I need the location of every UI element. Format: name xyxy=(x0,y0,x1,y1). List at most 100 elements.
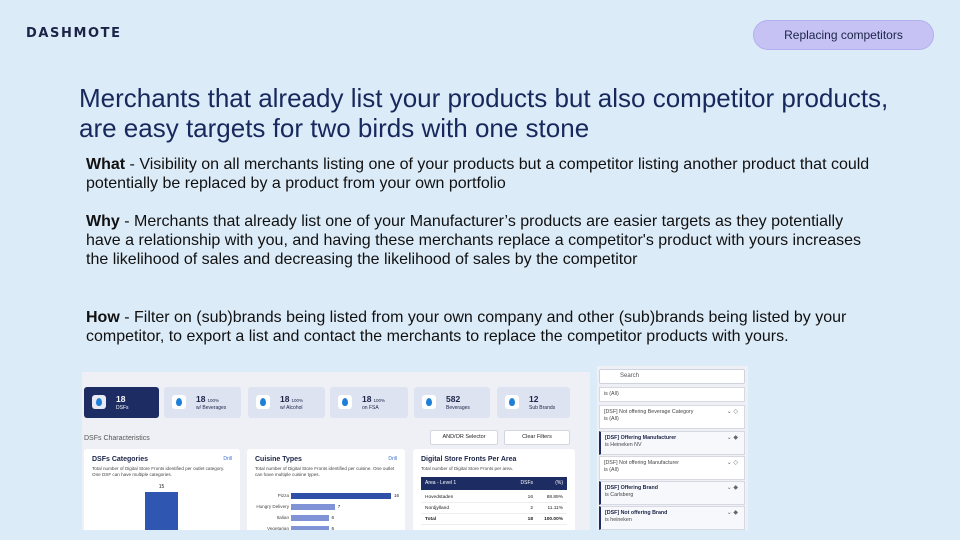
bar-label: 16 xyxy=(394,493,400,498)
kpi-value: 18 xyxy=(116,394,125,404)
kpi-number: 18 xyxy=(116,394,126,404)
bar-label: 6 xyxy=(331,515,335,520)
filter-item[interactable]: [DSF] Not offering Brand is heineken ⌄ ◆ xyxy=(599,506,745,530)
icon-shape xyxy=(96,398,102,406)
card: Cuisine Types Drill Total number of Digi… xyxy=(247,449,405,530)
card-desc: Total number of Digital Store Fronts per… xyxy=(421,466,513,471)
kpi-card: 18 100% w/ Alcohol xyxy=(248,387,325,418)
button: Clear Filters xyxy=(504,430,570,445)
filter-item[interactable]: [DSF] Offering Brand is Carlsberg ⌄ ◆ xyxy=(599,481,745,505)
card: DSFs Categories Drill Total number of Di… xyxy=(84,449,240,530)
icons: ⌄ ◆ xyxy=(726,510,738,516)
cell: 88.89% xyxy=(546,495,563,500)
kpi-label: DSFs xyxy=(116,405,129,411)
filter-item[interactable]: [DSF] Not offering Manufacturer is (All) ⌄… xyxy=(599,456,745,480)
kpi-number: 18 xyxy=(196,394,206,404)
kpi-card: 18 DSFs xyxy=(84,387,159,418)
kpi-icon xyxy=(256,395,270,409)
kpi-icon xyxy=(172,395,186,409)
card-title: DSFs Categories xyxy=(92,456,149,463)
bar-label: 15 xyxy=(158,483,165,490)
kpi-card: 18 100% on FSA xyxy=(330,387,408,418)
kpi-pct: 100% xyxy=(291,398,303,403)
table-row: Nordjylland 2 11.11% xyxy=(421,503,567,514)
kpi-card: 582 Beverages xyxy=(414,387,490,418)
bar-category: Vegetarian xyxy=(267,526,289,530)
text: - Filter on (sub)brands being listed fro… xyxy=(86,309,847,345)
icon-shape xyxy=(342,398,348,406)
bar xyxy=(291,493,391,499)
filter-value: is Carlsberg xyxy=(605,492,634,498)
icon-shape xyxy=(176,398,182,406)
bar xyxy=(291,526,329,530)
icons: ⌄ ◆ xyxy=(726,435,738,441)
paragraph: How - Filter on (sub)brands being listed… xyxy=(86,308,876,346)
section-title: DSFs Characteristics xyxy=(84,435,150,442)
search-box[interactable]: Search xyxy=(599,369,745,384)
icon-shape xyxy=(426,398,432,406)
filter-item[interactable]: [DSF] Not offering Beverage Category is (… xyxy=(599,405,745,429)
kpi-number: 12 xyxy=(529,394,539,404)
kpi-pct: 100% xyxy=(373,398,385,403)
filter-value: is heineken xyxy=(605,517,632,523)
label: Why xyxy=(86,213,120,230)
label: What xyxy=(86,156,126,173)
card-title: Cuisine Types xyxy=(255,456,302,463)
kpi-icon xyxy=(338,395,352,409)
col-head: Area - Level 1 xyxy=(425,480,457,486)
col-head: DSFs xyxy=(520,480,534,486)
table-row: Hovedstaden 16 88.89% xyxy=(421,492,567,503)
table-row: Total 18 100.00% xyxy=(421,514,567,525)
label: How xyxy=(86,309,120,326)
cell: Total xyxy=(425,517,437,522)
cell: 16 xyxy=(527,495,533,500)
bar-category: Hungry Delivery xyxy=(256,504,289,509)
filter-item: is (All) xyxy=(599,387,745,402)
drill: Drill xyxy=(223,456,232,462)
kpi-icon xyxy=(422,395,436,409)
cell: Nordjylland xyxy=(425,506,449,511)
card: Digital Store Fronts Per Area Total numb… xyxy=(413,449,575,530)
kpi-value: 18 100% xyxy=(196,394,219,404)
kpi-value: 582 xyxy=(446,394,460,404)
bar xyxy=(145,491,178,530)
icons: ⌄ ◆ xyxy=(726,485,738,491)
icon-shape xyxy=(260,398,266,406)
bar-category: Italian xyxy=(276,515,289,520)
bar-label: 7 xyxy=(337,504,341,509)
filter-name: [DSF] Not offering Brand xyxy=(605,510,668,516)
paragraph: Why - Merchants that already list one of… xyxy=(86,212,876,269)
card-title: Digital Store Fronts Per Area xyxy=(421,456,517,463)
icon-shape xyxy=(509,398,515,406)
cell: 100.00% xyxy=(544,517,563,522)
filter-item[interactable]: [DSF] Offering Manufacturer is Heineken N… xyxy=(599,431,745,455)
logo: DASHMOTE xyxy=(26,26,122,41)
filter-value: is (All) xyxy=(604,467,619,473)
kpi-value: 12 xyxy=(529,394,538,404)
bar xyxy=(291,515,329,521)
kpi-label: Sub Brands xyxy=(529,405,556,411)
cell: 2 xyxy=(530,506,533,511)
filter-value: is (All) xyxy=(604,416,619,422)
kpi-label: w/ Alcohol xyxy=(280,405,303,411)
icons: ⌄ ◇ xyxy=(726,460,738,466)
kpi-value: 18 100% xyxy=(280,394,303,404)
kpi-card: 12 Sub Brands xyxy=(497,387,570,418)
kpi-pct: 100% xyxy=(207,398,219,403)
filter-panel: Search is (All) [DSF] Not offering Bever… xyxy=(597,366,748,530)
kpi-card: 18 100% w/ Beverages xyxy=(164,387,241,418)
drill: Drill xyxy=(388,456,397,462)
kpi-icon xyxy=(92,395,106,409)
kpi-label: Beverages xyxy=(446,405,470,411)
cell: Hovedstaden xyxy=(425,495,454,500)
filter-value: is Heineken NV xyxy=(605,442,642,448)
filter-name: [DSF] Not offering Beverage Category xyxy=(604,409,694,415)
kpi-label: w/ Beverages xyxy=(196,405,227,411)
button: AND/OR Selector xyxy=(430,430,498,445)
dashboard-screenshot: 18 DSFs 18 100% w/ Beverages 18 100% w/ Alcohol… xyxy=(82,372,590,530)
filter-value: is (All) xyxy=(604,391,619,397)
cell: 18 xyxy=(527,517,533,522)
tag-pill: Replacing competitors xyxy=(753,20,934,50)
kpi-label: on FSA xyxy=(362,405,379,411)
